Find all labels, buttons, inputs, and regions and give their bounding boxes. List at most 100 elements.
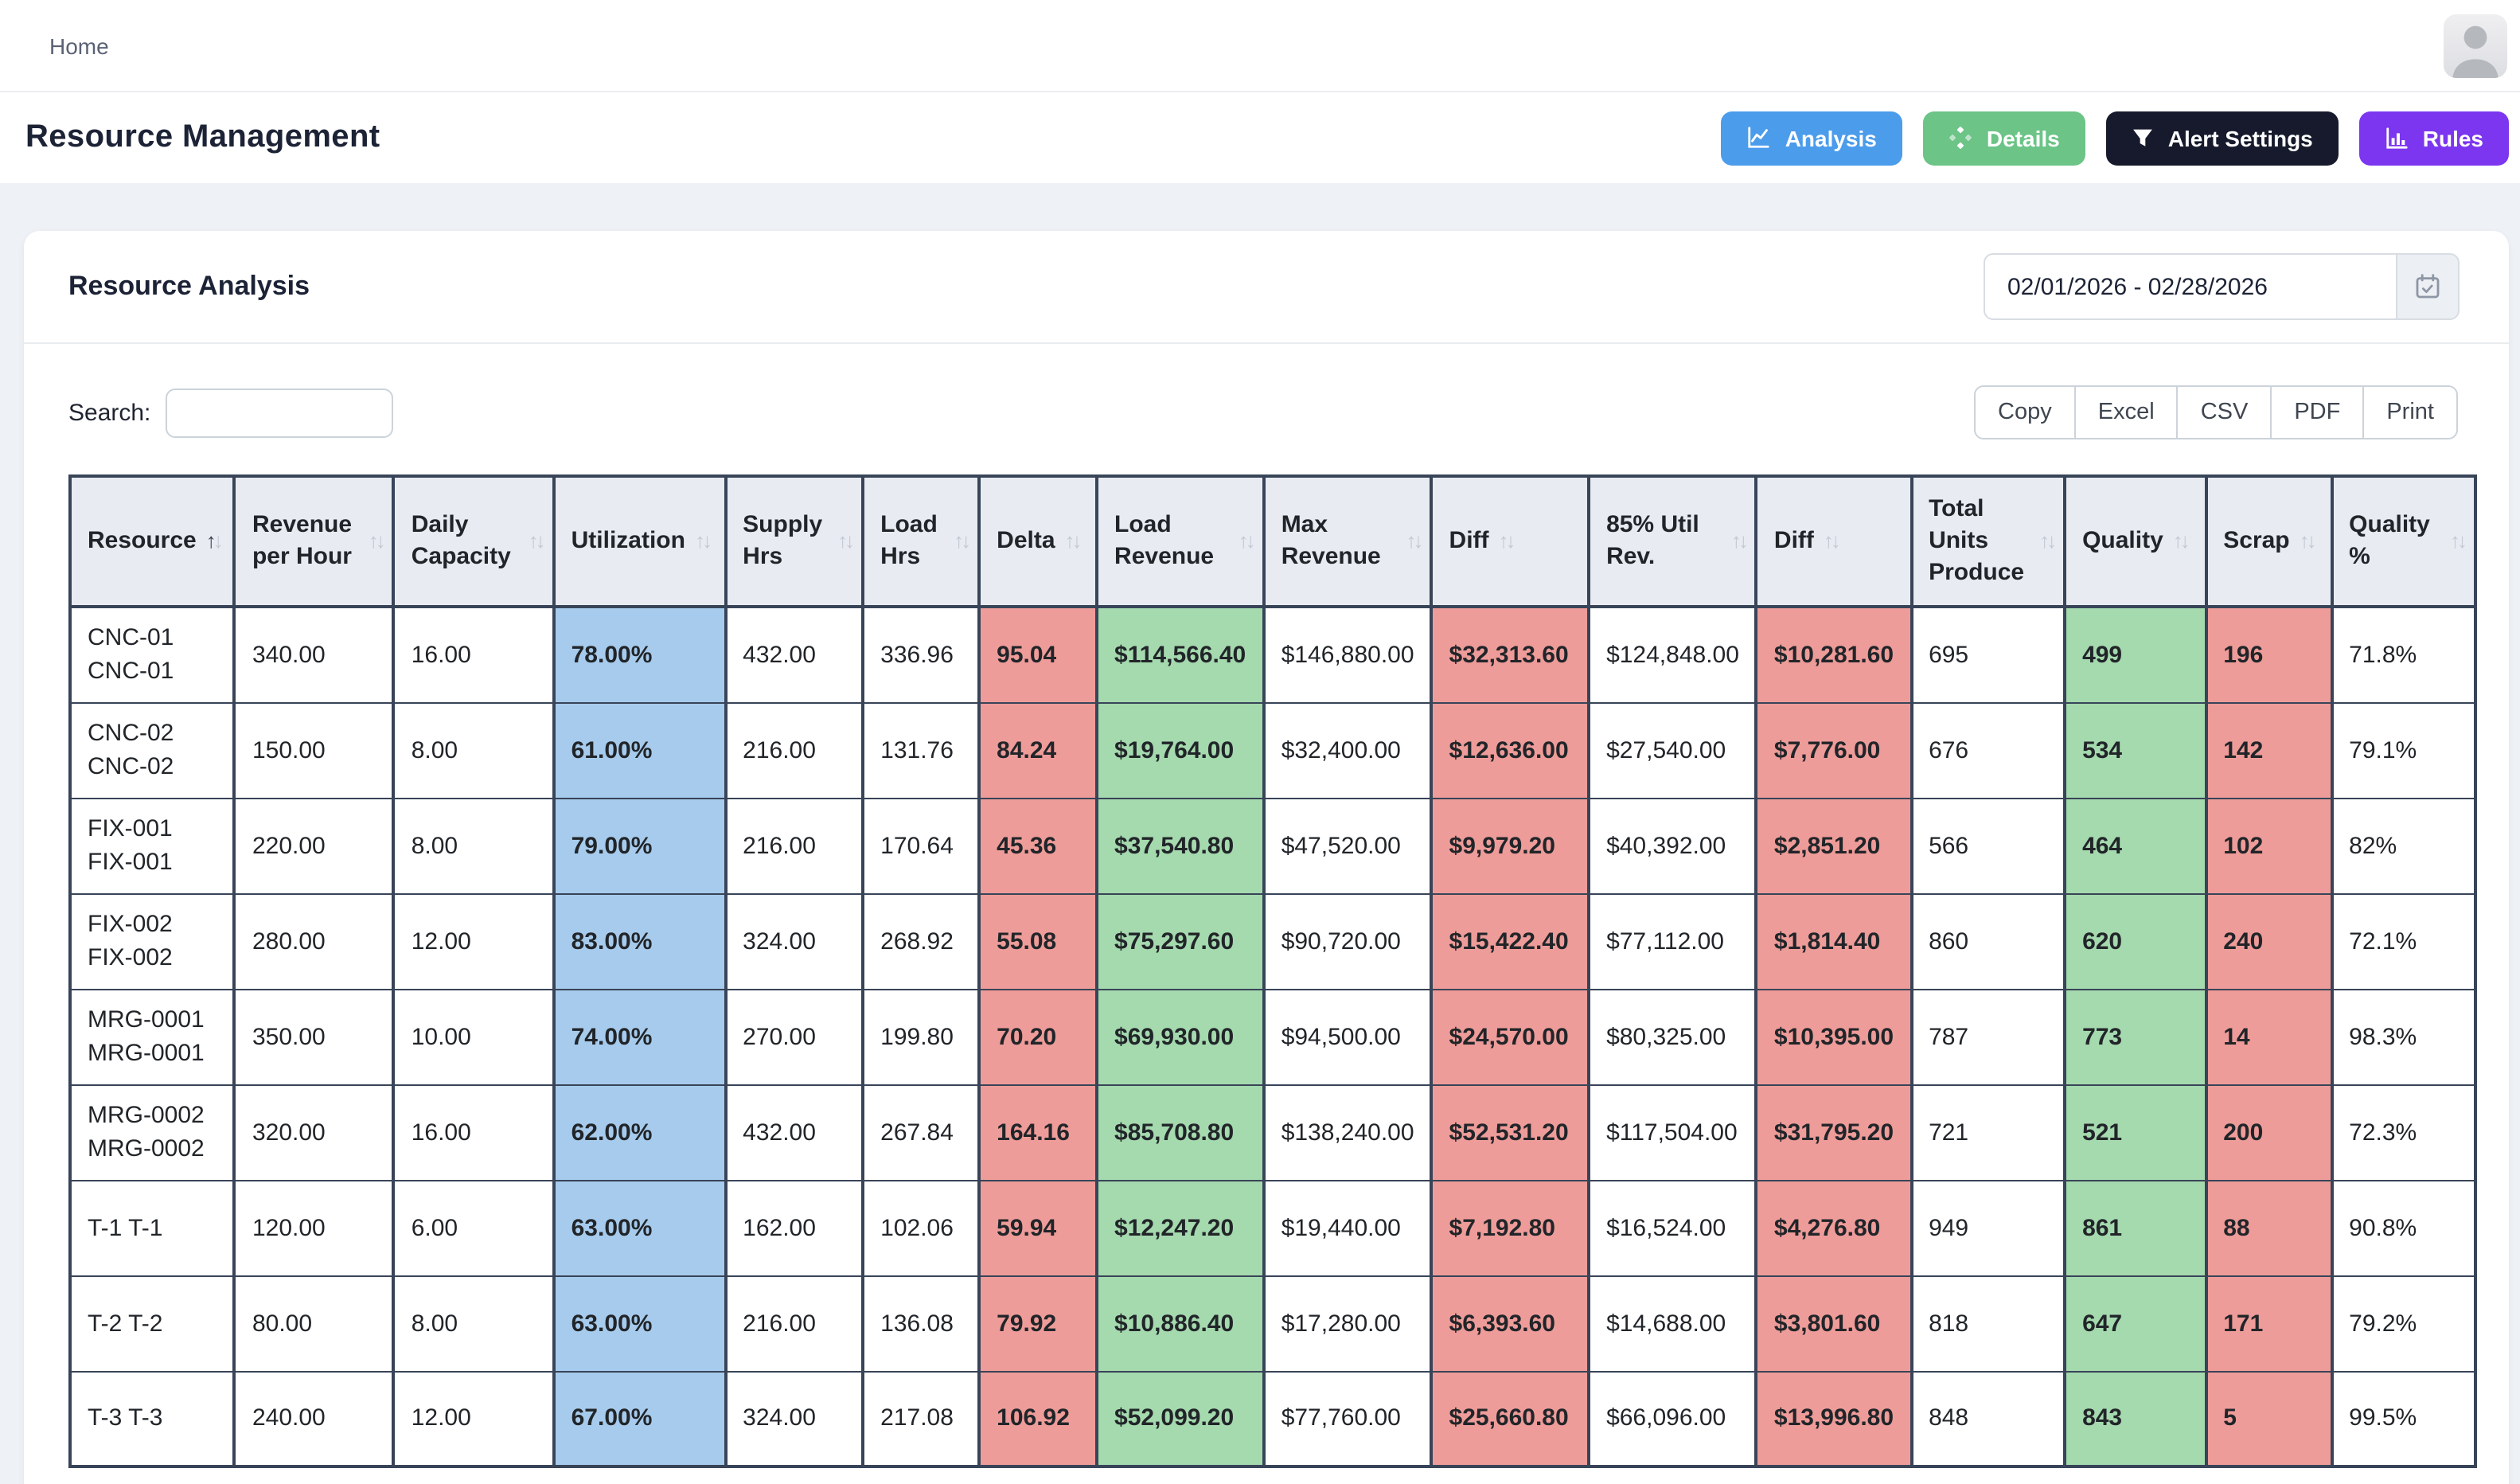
table-cell: $75,297.60 bbox=[1095, 892, 1266, 990]
column-header-utilization[interactable]: Utilization ↑↓ bbox=[552, 474, 728, 608]
page-title: Resource Management bbox=[25, 119, 380, 154]
diamond-dots-icon bbox=[1949, 126, 1972, 150]
table-cell: $3,801.60 bbox=[1754, 1275, 1913, 1372]
table-cell: 521 bbox=[2063, 1084, 2208, 1181]
alert-settings-button[interactable]: Alert Settings bbox=[2105, 111, 2339, 165]
breadcrumb-home[interactable]: Home bbox=[49, 33, 109, 58]
column-label: Daily Capacity bbox=[411, 511, 511, 570]
table-cell: 6.00 bbox=[392, 1179, 556, 1276]
table-cell: 647 bbox=[2063, 1275, 2208, 1372]
user-avatar-icon bbox=[2452, 25, 2499, 77]
table-cell: 74.00% bbox=[552, 988, 728, 1085]
card-title: Resource Analysis bbox=[68, 271, 310, 301]
table-cell: 90.8% bbox=[2330, 1179, 2477, 1276]
column-header-quality[interactable]: Quality ↑↓ bbox=[2063, 474, 2208, 608]
sort-icon: ↑↓ bbox=[694, 529, 712, 553]
column-header-supply-hrs[interactable]: Supply Hrs ↑↓ bbox=[724, 474, 865, 608]
column-header-85-util-rev[interactable]: 85% Util Rev. ↑↓ bbox=[1587, 474, 1758, 608]
page-header: Resource Management Analysis Details bbox=[0, 92, 2520, 183]
table-cell: $15,422.40 bbox=[1430, 892, 1591, 990]
column-header-load-hrs[interactable]: Load Hrs ↑↓ bbox=[861, 474, 981, 608]
column-label: Scrap bbox=[2223, 527, 2290, 554]
column-header-daily-capacity[interactable]: Daily Capacity ↑↓ bbox=[392, 474, 556, 608]
table-cell: $90,720.00 bbox=[1262, 892, 1434, 990]
table-cell: $80,325.00 bbox=[1587, 988, 1758, 1085]
table-row: CNC-02 CNC-02 150.00 8.00 61.00% 216.00 131.7… bbox=[68, 701, 2477, 799]
pdf-button[interactable]: PDF bbox=[2270, 385, 2365, 439]
table-cell: 83.00% bbox=[552, 892, 728, 990]
search-wrap: Search: bbox=[68, 388, 393, 437]
table-cell: 843 bbox=[2063, 1370, 2208, 1468]
sort-icon: ↑↓ bbox=[528, 529, 546, 553]
user-avatar[interactable] bbox=[2444, 14, 2507, 77]
column-header-max-revenue[interactable]: Max Revenue ↑↓ bbox=[1262, 474, 1434, 608]
table-cell: 268.92 bbox=[861, 892, 981, 990]
copy-button[interactable]: Copy bbox=[1974, 385, 2076, 439]
table-cell: $114,566.40 bbox=[1095, 606, 1266, 703]
table-cell: 8.00 bbox=[392, 1275, 556, 1372]
excel-button[interactable]: Excel bbox=[2073, 385, 2179, 439]
column-header-diff[interactable]: Diff ↑↓ bbox=[1430, 474, 1591, 608]
column-header-revenue-per-hour[interactable]: Revenue per Hour ↑↓ bbox=[232, 474, 396, 608]
table-cell: 136.08 bbox=[861, 1275, 981, 1372]
rules-button-label: Rules bbox=[2422, 125, 2483, 150]
table-cell: $32,313.60 bbox=[1430, 606, 1591, 703]
table-cell: $77,112.00 bbox=[1587, 892, 1758, 990]
table-cell: $12,636.00 bbox=[1430, 701, 1591, 799]
column-label: Quality bbox=[2082, 527, 2163, 554]
rules-button[interactable]: Rules bbox=[2358, 111, 2509, 165]
sort-icon: ↑↓ bbox=[954, 529, 971, 553]
table-cell: 217.08 bbox=[861, 1370, 981, 1468]
search-label: Search: bbox=[68, 399, 151, 426]
search-input[interactable] bbox=[165, 388, 393, 437]
table-cell: 162.00 bbox=[724, 1179, 865, 1276]
table-cell: 196 bbox=[2204, 606, 2334, 703]
table-cell: $138,240.00 bbox=[1262, 1084, 1434, 1181]
table-cell: $4,276.80 bbox=[1754, 1179, 1913, 1276]
table-cell: 216.00 bbox=[724, 701, 865, 799]
sort-icon: ↑↓ bbox=[1823, 529, 1841, 553]
table-cell: 106.92 bbox=[977, 1370, 1099, 1468]
table-cell: 67.00% bbox=[552, 1370, 728, 1468]
table-cell: 216.00 bbox=[724, 797, 865, 894]
print-button[interactable]: Print bbox=[2362, 385, 2458, 439]
column-header-diff[interactable]: Diff ↑↓ bbox=[1754, 474, 1913, 608]
table-cell: $17,280.00 bbox=[1262, 1275, 1434, 1372]
sort-icon: ↑↓ bbox=[2039, 529, 2057, 553]
table-row: FIX-002 FIX-002 280.00 12.00 83.00% 324.00 26… bbox=[68, 892, 2477, 990]
table-cell: $146,880.00 bbox=[1262, 606, 1434, 703]
table-cell: 72.1% bbox=[2330, 892, 2477, 990]
analysis-button[interactable]: Analysis bbox=[1721, 111, 1902, 165]
table-cell: $37,540.80 bbox=[1095, 797, 1266, 894]
date-range-input[interactable] bbox=[1984, 253, 2396, 320]
column-header-total-units-produce[interactable]: Total Units Produce ↑↓ bbox=[1910, 474, 2067, 608]
table-row: CNC-01 CNC-01 340.00 16.00 78.00% 432.00 336.… bbox=[68, 606, 2477, 703]
table-row: MRG-0002 MRG-0002 320.00 16.00 62.00% 432.00… bbox=[68, 1084, 2477, 1181]
column-header-delta[interactable]: Delta ↑↓ bbox=[977, 474, 1099, 608]
table-cell: 142 bbox=[2204, 701, 2334, 799]
column-header-scrap[interactable]: Scrap ↑↓ bbox=[2204, 474, 2334, 608]
table-cell: 200 bbox=[2204, 1084, 2334, 1181]
table-cell: 79.00% bbox=[552, 797, 728, 894]
sort-icon: ↑↓ bbox=[205, 529, 224, 553]
column-label: Supply Hrs bbox=[743, 511, 823, 570]
table-cell: 320.00 bbox=[232, 1084, 396, 1181]
column-header-quality[interactable]: Quality % ↑↓ bbox=[2330, 474, 2477, 608]
column-header-load-revenue[interactable]: Load Revenue ↑↓ bbox=[1095, 474, 1266, 608]
page-content: Resource Analysis Search: bbox=[0, 183, 2520, 1484]
resource-table: Resource ↑↓ Revenue per Hour ↑↓ Daily Capaci… bbox=[68, 474, 2477, 1468]
table-cell: FIX-002 FIX-002 bbox=[68, 892, 236, 990]
column-header-resource[interactable]: Resource ↑↓ bbox=[68, 474, 236, 608]
csv-button[interactable]: CSV bbox=[2176, 385, 2272, 439]
bar-chart-icon bbox=[2385, 126, 2409, 150]
table-cell: 82% bbox=[2330, 797, 2477, 894]
sort-icon: ↑↓ bbox=[2172, 529, 2190, 553]
header-row: Resource ↑↓ Revenue per Hour ↑↓ Daily Capaci… bbox=[68, 474, 2477, 608]
date-picker-button[interactable] bbox=[2396, 253, 2460, 320]
details-button[interactable]: Details bbox=[1922, 111, 2085, 165]
table-cell: 340.00 bbox=[232, 606, 396, 703]
table-cell: $94,500.00 bbox=[1262, 988, 1434, 1085]
table-cell: 61.00% bbox=[552, 701, 728, 799]
table-scroll-container[interactable]: Resource ↑↓ Revenue per Hour ↑↓ Daily Capaci… bbox=[68, 474, 2477, 1468]
table-cell: 240.00 bbox=[232, 1370, 396, 1468]
